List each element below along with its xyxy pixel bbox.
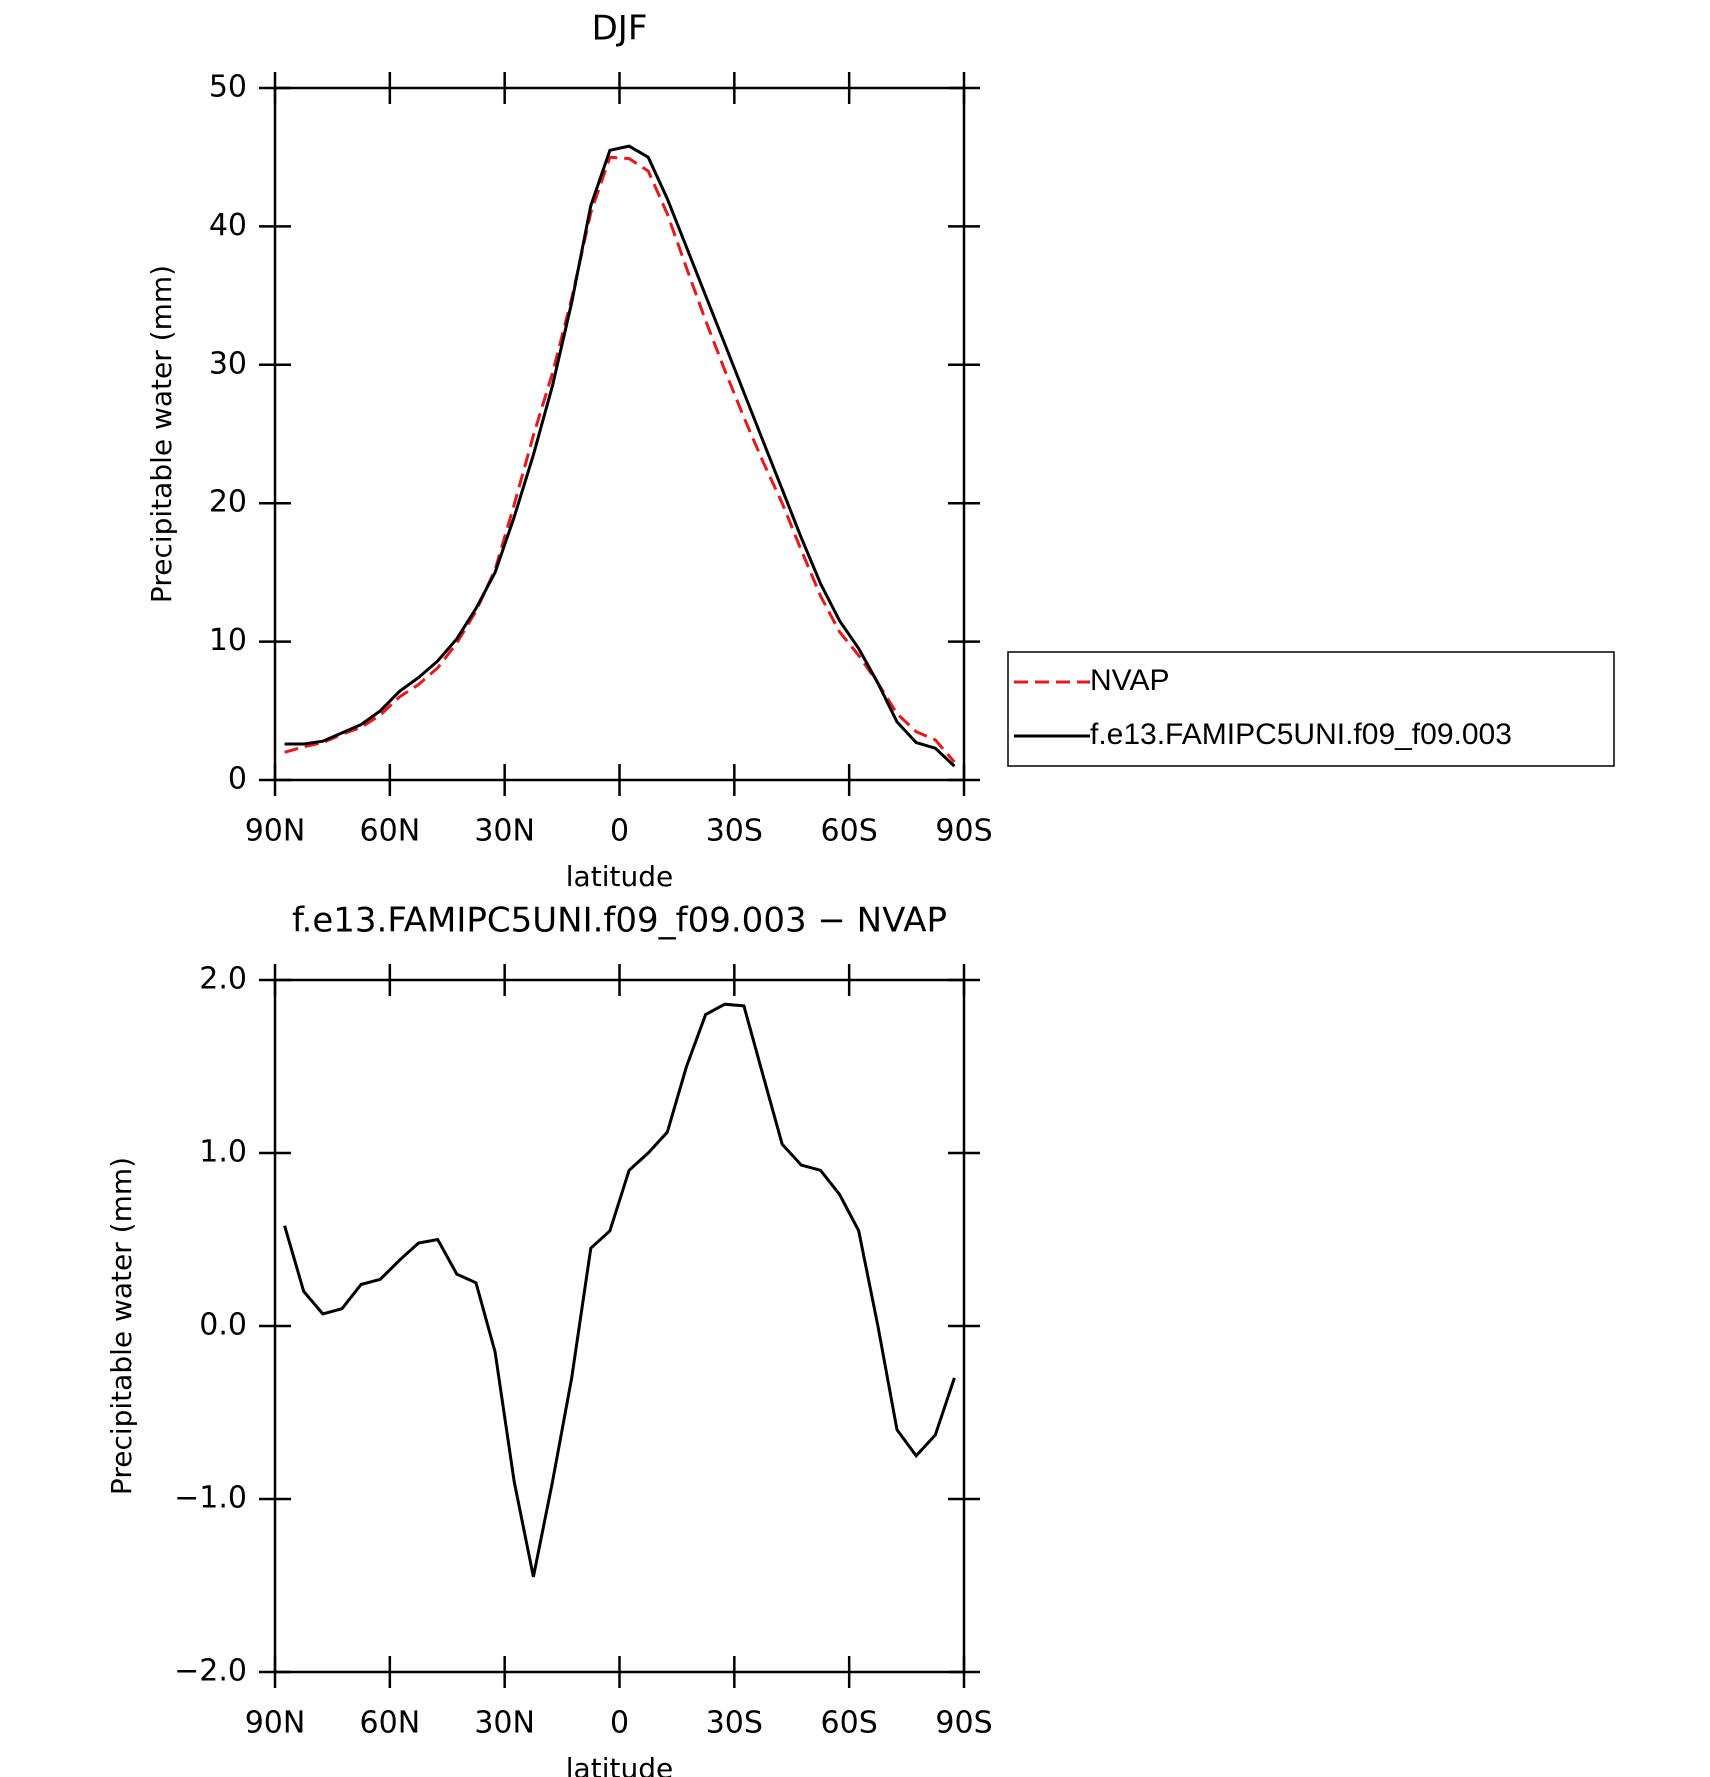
- data-line: [283, 1002, 956, 1578]
- y-tick-label: −1.0: [174, 1481, 247, 1516]
- x-tick-label: 60S: [821, 1706, 878, 1741]
- y-axis-label: Precipitable water (mm): [105, 1157, 138, 1495]
- x-tick-label: 30S: [706, 814, 763, 849]
- y-tick-label: 30: [209, 346, 247, 381]
- x-tick-label: 60N: [360, 1706, 421, 1741]
- y-tick-label: 20: [209, 485, 247, 520]
- x-tick-label: 90S: [935, 814, 992, 849]
- x-tick-label: 30N: [474, 1706, 535, 1741]
- y-tick-label: 2.0: [199, 962, 247, 997]
- data-line: [284, 144, 956, 768]
- legend-box: [1007, 651, 1615, 767]
- y-tick-label: 0.0: [199, 1308, 247, 1343]
- x-tick-label: 60S: [821, 814, 878, 849]
- x-tick-label: 90N: [245, 814, 306, 849]
- chart-title: f.e13.FAMIPC5UNI.f09_f09.003 − NVAP: [292, 901, 947, 941]
- legend-label: f.e13.FAMIPC5UNI.f09_f09.003: [1090, 718, 1512, 751]
- x-axis-label: latitude: [566, 1752, 673, 1777]
- x-tick-label: 0: [610, 1706, 629, 1741]
- chart-title: DJF: [592, 9, 648, 49]
- y-tick-label: −2.0: [174, 1654, 247, 1689]
- y-tick-label: 0: [228, 762, 247, 797]
- legend-label: NVAP: [1090, 664, 1169, 697]
- data-line: [284, 155, 956, 763]
- x-tick-label: 30S: [706, 1706, 763, 1741]
- y-tick-label: 10: [209, 623, 247, 658]
- x-axis-label: latitude: [566, 860, 673, 893]
- x-tick-label: 90N: [245, 1706, 306, 1741]
- plot-frame: [273, 978, 966, 1674]
- x-tick-label: 30N: [474, 814, 535, 849]
- y-tick-label: 1.0: [199, 1135, 247, 1170]
- y-axis-label: Precipitable water (mm): [145, 265, 178, 603]
- x-tick-label: 90S: [935, 1706, 992, 1741]
- y-tick-label: 50: [209, 70, 247, 105]
- y-tick-label: 40: [209, 208, 247, 243]
- x-tick-label: 0: [610, 814, 629, 849]
- x-tick-label: 60N: [360, 814, 421, 849]
- plot-frame: [273, 86, 966, 782]
